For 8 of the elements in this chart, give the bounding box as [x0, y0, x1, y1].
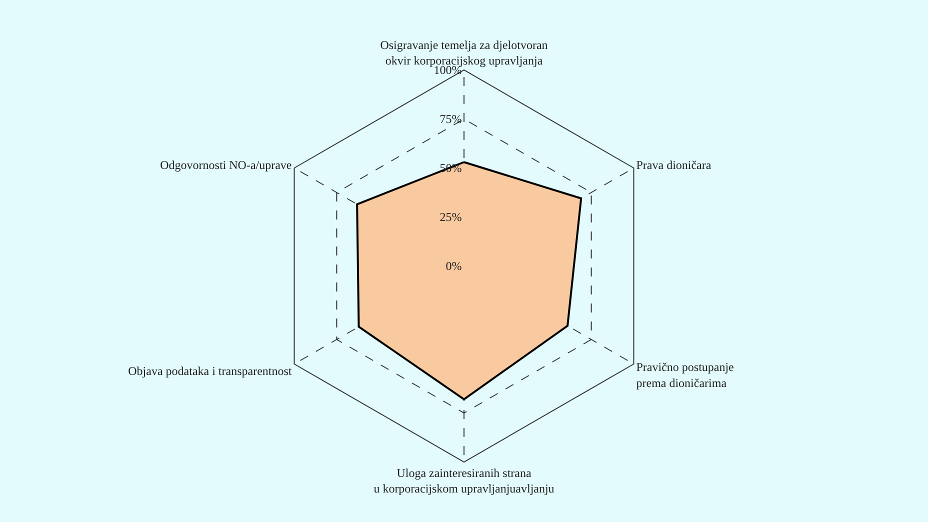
- spoke-label: Odgovornosti NO-a/uprave: [160, 158, 292, 172]
- y-tick-label: 75%: [440, 112, 462, 126]
- y-tick-label: 0%: [446, 258, 462, 273]
- spoke-label: Uloga zainteresiranih strana u korporacijskom upravljanjuavljanju: [374, 466, 554, 496]
- y-tick-label: 25%: [440, 210, 462, 224]
- spoke-label: Prava dioničara: [636, 158, 712, 172]
- spoke-label: Objava podataka i transparentnost: [128, 364, 292, 378]
- spoke-label: Pravično postupanje prema dioničarima: [636, 360, 734, 390]
